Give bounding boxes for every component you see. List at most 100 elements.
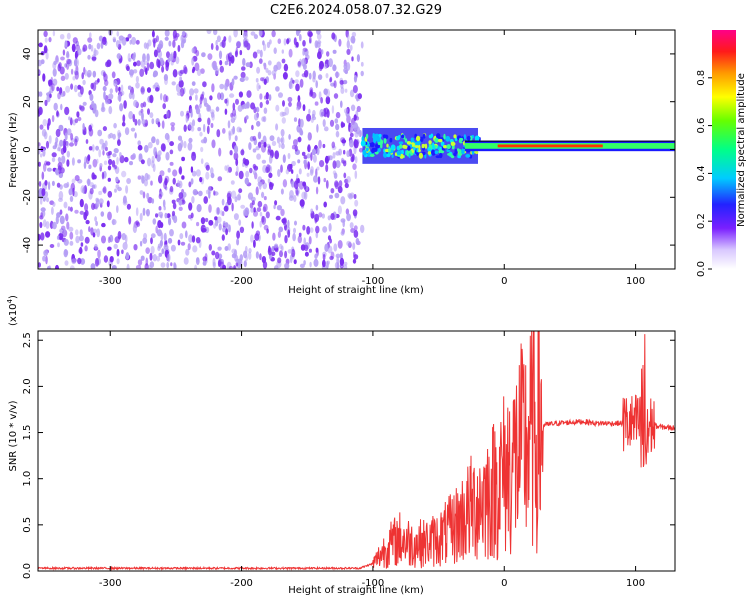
spectrogram-cell bbox=[323, 201, 328, 208]
spectrogram-cell bbox=[293, 227, 296, 234]
spectrogram-cell bbox=[178, 192, 184, 199]
spectrogram-cell bbox=[276, 61, 282, 70]
y-tick-label: 20 bbox=[22, 95, 33, 108]
spectrogram-band-cell bbox=[450, 141, 456, 146]
spectrogram-cell bbox=[158, 193, 162, 200]
spectrogram-cell bbox=[346, 150, 350, 158]
spectrogram-cell bbox=[227, 196, 232, 206]
spectrogram-cell bbox=[100, 211, 105, 217]
spectrogram-cell bbox=[180, 110, 184, 117]
spectrogram-cell bbox=[281, 117, 286, 124]
spectrogram-cell bbox=[259, 253, 262, 261]
spectrogram-cell bbox=[124, 156, 129, 163]
spectrogram-cell bbox=[103, 91, 106, 100]
spectrogram-cell bbox=[51, 206, 54, 215]
spectrogram-band-cell bbox=[373, 147, 378, 152]
spectrogram-cell bbox=[256, 207, 262, 213]
spectrogram-cell bbox=[49, 93, 52, 99]
spectrogram-cell bbox=[239, 77, 245, 83]
spectrogram-cell bbox=[299, 118, 304, 128]
spectrogram-cell bbox=[112, 38, 116, 43]
spectrogram-cell bbox=[312, 76, 316, 83]
spectrogram-cell bbox=[153, 70, 158, 77]
spectrogram-cell bbox=[41, 188, 46, 197]
spectrogram-cell bbox=[282, 154, 286, 164]
spectrogram-cell bbox=[267, 145, 272, 153]
spectrogram-cell bbox=[99, 163, 103, 168]
spectrogram-cell bbox=[333, 93, 339, 99]
spectrogram-cell bbox=[282, 72, 288, 80]
spectrogram-cell bbox=[146, 62, 150, 71]
spectrogram-cell bbox=[237, 104, 243, 112]
spectrogram-cell bbox=[101, 102, 105, 111]
spectrogram-cell bbox=[58, 62, 62, 69]
spectrogram-cell bbox=[145, 257, 149, 266]
spectrogram-cell bbox=[105, 61, 110, 68]
spectrogram-cell bbox=[228, 224, 231, 233]
spectrogram-band-cell bbox=[413, 146, 416, 151]
spectrogram-band-cell bbox=[474, 135, 480, 141]
spectrogram-cell bbox=[137, 119, 141, 126]
spectrogram-cell bbox=[326, 261, 329, 269]
spectrogram-cell bbox=[189, 108, 193, 114]
spectrogram-band-cell bbox=[459, 137, 464, 142]
y-tick-label: -20 bbox=[22, 189, 33, 205]
spectrogram-cell bbox=[70, 83, 74, 90]
snr-y-ticks: 0.0 0.5 1.0 1.5 2.0 2.5 bbox=[22, 332, 675, 579]
spectrogram-cell bbox=[327, 155, 330, 162]
spectrogram-band-cell bbox=[386, 143, 389, 148]
spectrogram-cell bbox=[277, 257, 282, 264]
spectrogram-cell bbox=[275, 104, 280, 112]
spectrogram-cell bbox=[324, 63, 328, 69]
spectrogram-cell bbox=[115, 85, 118, 93]
spectrogram-cell bbox=[340, 230, 345, 236]
spectrogram-cell bbox=[316, 123, 319, 133]
spectrogram-cell bbox=[295, 187, 299, 196]
spectrogram-cell bbox=[215, 45, 219, 51]
spectrogram-cell bbox=[216, 129, 221, 138]
spectrogram-cell bbox=[307, 161, 310, 170]
spectrogram-band-cell bbox=[446, 144, 451, 150]
spectrogram-cell bbox=[287, 152, 291, 160]
spectrogram-cell bbox=[200, 94, 204, 100]
spectrogram-cell bbox=[89, 188, 94, 195]
spectrogram-cell bbox=[172, 39, 176, 48]
spectrogram-cell bbox=[228, 60, 232, 67]
spectrogram-cell bbox=[40, 212, 43, 218]
spectrogram-cell bbox=[215, 207, 221, 215]
spectrogram-cell bbox=[332, 152, 336, 159]
spectrogram-cell bbox=[166, 110, 169, 119]
spectrogram-band-cell bbox=[453, 152, 457, 157]
spectrogram-cell bbox=[140, 159, 145, 165]
colorbar-label: Normalized spectral amplitude bbox=[736, 73, 747, 227]
spectrogram-cell bbox=[94, 216, 97, 222]
spectrogram-cell bbox=[309, 227, 314, 233]
colorbar: 0.0 0.2 0.4 0.6 0.8 Normalized spectral ampl… bbox=[696, 30, 747, 277]
spectrogram-cell bbox=[262, 135, 267, 144]
spectrogram-cell bbox=[230, 55, 235, 64]
spectrogram-cell bbox=[66, 58, 71, 65]
spectrogram-cell bbox=[277, 169, 281, 177]
spectrogram-cell bbox=[322, 259, 326, 268]
spectrogram-cell bbox=[107, 165, 112, 171]
spectrogram-cell bbox=[265, 164, 271, 173]
spectrogram-cell bbox=[302, 224, 306, 231]
spectrogram-cell bbox=[113, 243, 118, 249]
spectrogram-cell bbox=[300, 129, 304, 136]
spectrogram-cell bbox=[335, 253, 341, 259]
spectrogram-cell bbox=[185, 248, 190, 256]
spectrogram-cell bbox=[300, 244, 306, 251]
spectrogram-cell bbox=[143, 42, 148, 49]
spectrogram-cell bbox=[263, 203, 268, 212]
spectrogram-cell bbox=[214, 216, 218, 221]
spectrogram-cell bbox=[275, 215, 281, 221]
spectrogram-cell bbox=[288, 81, 292, 89]
spectrogram-cell bbox=[116, 248, 120, 257]
spectrogram-cell bbox=[283, 63, 289, 72]
spectrogram-cell bbox=[133, 61, 137, 67]
spectrogram-cell bbox=[334, 192, 340, 199]
spectrogram-cell bbox=[313, 258, 319, 267]
spectrogram-cell bbox=[126, 203, 131, 210]
spectrogram-cell bbox=[98, 190, 103, 196]
spectrogram-cell bbox=[57, 156, 62, 163]
